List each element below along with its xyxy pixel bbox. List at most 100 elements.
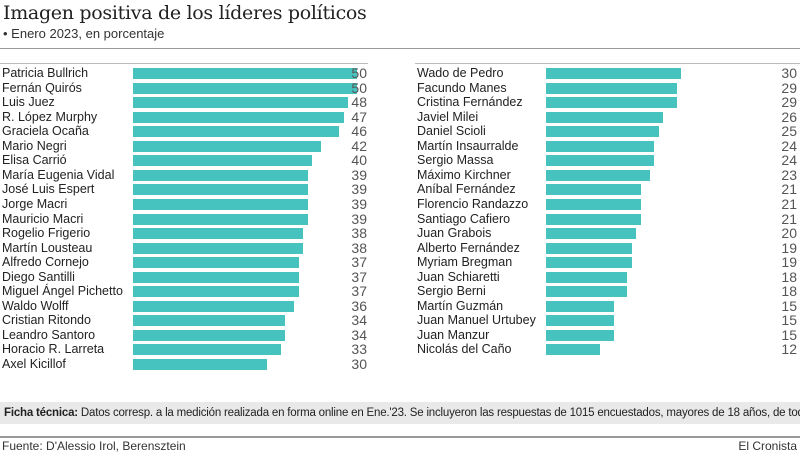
category-label: Patricia Bullrich bbox=[2, 66, 89, 80]
category-label: Luis Juez bbox=[2, 95, 55, 110]
bar bbox=[546, 344, 600, 356]
bar-row: Diego Santilli 37 bbox=[0, 268, 368, 285]
value-label: 37 bbox=[351, 254, 367, 271]
value-label: 50 bbox=[351, 79, 367, 96]
value-label: 29 bbox=[781, 94, 797, 111]
bar bbox=[546, 140, 654, 152]
bar bbox=[133, 286, 299, 298]
value-label: 38 bbox=[351, 225, 367, 242]
bar-row: José Luis Espert 39 bbox=[0, 182, 368, 197]
bar-row: Sergio Berni 18 bbox=[415, 284, 800, 299]
bar-row: Juan Manzur 15 bbox=[415, 326, 800, 343]
bar-row: Máximo Kirchner 23 bbox=[415, 166, 800, 183]
value-label: 24 bbox=[781, 137, 797, 154]
bar bbox=[133, 97, 349, 109]
category-label: Florencio Randazzo bbox=[417, 196, 529, 211]
source: Fuente: D'Alessio Irol, Berensztein bbox=[2, 439, 186, 453]
bar-row: Martín Guzmán 15 bbox=[415, 297, 800, 314]
value-label: 30 bbox=[351, 356, 367, 372]
value-label: 15 bbox=[781, 297, 797, 314]
bar bbox=[546, 198, 641, 210]
value-label: 39 bbox=[351, 166, 367, 183]
technical-note-text: Datos corresp. a la medición realizada e… bbox=[77, 407, 800, 419]
bar bbox=[133, 126, 340, 138]
value-label: 15 bbox=[781, 312, 797, 329]
category-label: Diego Santilli bbox=[2, 269, 75, 284]
bar-row: Nicolás del Caño 12 bbox=[415, 342, 800, 357]
category-label: Sergio Berni bbox=[417, 284, 486, 299]
bar-row: Juan Grabois 20 bbox=[415, 226, 800, 241]
value-label: 29 bbox=[781, 79, 797, 96]
bar-row: Luis Juez 48 bbox=[0, 95, 368, 110]
category-label: Axel Kicillof bbox=[2, 357, 66, 371]
category-label: Leandro Santoro bbox=[2, 327, 96, 342]
category-label: Nicolás del Caño bbox=[417, 342, 512, 357]
bar-row: Myriam Bregman 19 bbox=[415, 255, 800, 270]
bar bbox=[133, 140, 322, 152]
bar-row: Sergio Massa 24 bbox=[415, 153, 800, 168]
value-label: 19 bbox=[781, 239, 797, 256]
bar bbox=[133, 315, 286, 327]
bar-row: Mauricio Macri 39 bbox=[0, 210, 368, 227]
bar-row: Leandro Santoro 34 bbox=[0, 327, 368, 343]
bar-row: Juan Manuel Urtubey 15 bbox=[415, 313, 800, 328]
category-label: Martín Insaurralde bbox=[417, 138, 519, 153]
bar-row: Facundo Manes 29 bbox=[415, 79, 800, 96]
bar-row: Martín Lousteau 38 bbox=[0, 239, 368, 256]
bar bbox=[133, 82, 357, 94]
value-label: 39 bbox=[351, 181, 367, 198]
bar-row: Fernán Quirós 50 bbox=[0, 79, 368, 96]
category-label: Aníbal Fernández bbox=[417, 182, 516, 197]
category-label: Cristian Ritondo bbox=[2, 313, 91, 328]
value-label: 50 bbox=[351, 65, 367, 81]
category-label: Wado de Pedro bbox=[417, 66, 504, 80]
bar bbox=[133, 257, 299, 269]
bar-row: Elisa Carrió 40 bbox=[0, 153, 368, 168]
bar-row: Mario Negri 42 bbox=[0, 138, 368, 154]
value-label: 12 bbox=[781, 341, 797, 358]
category-label: José Luis Espert bbox=[2, 182, 95, 197]
category-label: Máximo Kirchner bbox=[417, 167, 511, 182]
category-label: Waldo Wolff bbox=[2, 298, 69, 313]
category-label: Mauricio Macri bbox=[2, 211, 84, 226]
bar-row: Alberto Fernández 19 bbox=[415, 239, 800, 256]
bar bbox=[546, 155, 654, 167]
value-label: 25 bbox=[781, 123, 797, 140]
bar-row: Wado de Pedro 30 bbox=[415, 66, 800, 81]
bar bbox=[546, 329, 614, 341]
value-label: 39 bbox=[351, 210, 367, 227]
chart-subtitle: • Enero 2023, en porcentaje bbox=[3, 26, 165, 41]
category-label: Rogelio Frigerio bbox=[2, 226, 91, 241]
value-label: 38 bbox=[351, 239, 367, 256]
category-label: Juan Manzur bbox=[417, 327, 490, 342]
category-label: Juan Manuel Urtubey bbox=[417, 313, 536, 328]
bar bbox=[546, 242, 632, 254]
category-label: Jorge Macri bbox=[2, 196, 68, 211]
value-label: 47 bbox=[351, 108, 367, 125]
value-label: 40 bbox=[351, 152, 367, 169]
category-label: Facundo Manes bbox=[417, 80, 507, 95]
bar-row: R. López Murphy 47 bbox=[0, 108, 368, 125]
category-label: Graciela Ocaña bbox=[2, 124, 89, 139]
value-label: 23 bbox=[781, 166, 797, 183]
panel-top-rule bbox=[415, 63, 800, 64]
bar bbox=[546, 271, 627, 283]
bar-row: Javiel Milei 26 bbox=[415, 109, 800, 125]
bar-row: Patricia Bullrich 50 bbox=[0, 66, 368, 81]
bar-row: Cristina Fernández 29 bbox=[415, 95, 800, 110]
category-label: Daniel Scioli bbox=[417, 124, 486, 139]
value-label: 15 bbox=[781, 326, 797, 343]
bar-row: María Eugenia Vidal 39 bbox=[0, 166, 368, 183]
panel-top-rule bbox=[0, 63, 368, 64]
bar bbox=[133, 329, 286, 341]
bar-row: Martín Insaurralde 24 bbox=[415, 137, 800, 154]
value-label: 37 bbox=[351, 268, 367, 285]
bar bbox=[546, 82, 677, 94]
category-label: Martín Guzmán bbox=[417, 298, 504, 313]
bar bbox=[133, 344, 281, 356]
value-label: 33 bbox=[351, 341, 367, 358]
bar bbox=[546, 68, 681, 79]
bar bbox=[546, 184, 641, 196]
category-label: Alfredo Cornejo bbox=[2, 255, 89, 270]
